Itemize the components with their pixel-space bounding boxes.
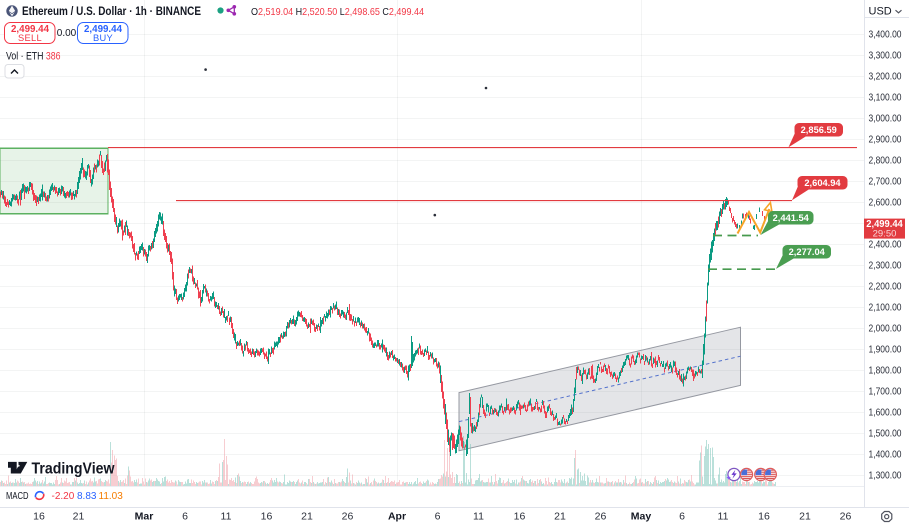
- svg-text:11.03: 11.03: [99, 491, 124, 502]
- svg-text:2,499.44: 2,499.44: [84, 23, 122, 35]
- svg-text:11: 11: [718, 511, 729, 523]
- svg-text:16: 16: [514, 511, 526, 523]
- svg-text:2,856.59: 2,856.59: [801, 125, 837, 135]
- svg-text:May: May: [631, 511, 652, 523]
- svg-text:1,800.00: 1,800.00: [869, 365, 902, 377]
- svg-text:3,100.00: 3,100.00: [869, 92, 902, 104]
- svg-text:SELL: SELL: [18, 33, 42, 43]
- svg-text:29:50: 29:50: [873, 229, 897, 240]
- svg-text:2,600.00: 2,600.00: [869, 197, 902, 209]
- svg-text:1,600.00: 1,600.00: [869, 407, 902, 419]
- svg-text:1,400.00: 1,400.00: [869, 449, 902, 461]
- svg-text:1,300.00: 1,300.00: [869, 470, 902, 482]
- svg-text:2,300.00: 2,300.00: [869, 260, 902, 272]
- svg-text:2,000.00: 2,000.00: [869, 323, 902, 335]
- svg-text:6: 6: [679, 511, 685, 523]
- svg-text:2,499.44: 2,499.44: [866, 218, 903, 230]
- svg-text:2,100.00: 2,100.00: [869, 302, 902, 314]
- svg-text:16: 16: [758, 511, 770, 523]
- svg-text:-2.20: -2.20: [52, 491, 75, 502]
- svg-text:2,700.00: 2,700.00: [869, 176, 902, 188]
- svg-text:6: 6: [182, 511, 188, 523]
- svg-text:16: 16: [33, 511, 45, 523]
- svg-text:2,277.04: 2,277.04: [789, 247, 826, 257]
- svg-text:11: 11: [473, 511, 484, 523]
- svg-text:BUY: BUY: [93, 33, 113, 43]
- svg-text:Vol · ETH 386: Vol · ETH 386: [6, 51, 61, 63]
- svg-text:26: 26: [840, 511, 852, 523]
- svg-text:2,604.94: 2,604.94: [804, 178, 841, 188]
- svg-text:11: 11: [221, 511, 232, 523]
- svg-text:2,200.00: 2,200.00: [869, 281, 902, 293]
- svg-text:3,300.00: 3,300.00: [869, 50, 902, 62]
- svg-text:3,200.00: 3,200.00: [869, 71, 902, 83]
- svg-text:16: 16: [261, 511, 273, 523]
- svg-text:0.00: 0.00: [57, 28, 77, 39]
- svg-text:Ethereum / U.S. Dollar · 1h ·: Ethereum / U.S. Dollar · 1h · BINANCE: [22, 6, 201, 18]
- svg-text:TradingView: TradingView: [32, 460, 116, 477]
- svg-text:1,700.00: 1,700.00: [869, 386, 902, 398]
- svg-text:Mar: Mar: [135, 511, 154, 523]
- svg-text:21: 21: [73, 511, 85, 523]
- svg-text:2,800.00: 2,800.00: [869, 155, 902, 167]
- svg-text:3,000.00: 3,000.00: [869, 113, 902, 125]
- svg-text:USD: USD: [869, 6, 892, 18]
- svg-text:21: 21: [799, 511, 811, 523]
- svg-text:21: 21: [301, 511, 313, 523]
- svg-text:MACD: MACD: [6, 491, 29, 502]
- svg-text:21: 21: [554, 511, 566, 523]
- svg-text:26: 26: [595, 511, 607, 523]
- svg-text:6: 6: [435, 511, 441, 523]
- svg-text:1,500.00: 1,500.00: [869, 428, 902, 440]
- svg-text:26: 26: [342, 511, 354, 523]
- svg-text:2,441.54: 2,441.54: [773, 213, 810, 223]
- svg-text:2,400.00: 2,400.00: [869, 239, 902, 251]
- svg-text:8.83: 8.83: [77, 491, 97, 502]
- svg-text:3,400.00: 3,400.00: [869, 29, 902, 41]
- svg-text:2,900.00: 2,900.00: [869, 134, 902, 146]
- svg-text:2,499.44: 2,499.44: [11, 23, 49, 35]
- svg-text:O2,519.04 H2,520.50 L2,498.65: O2,519.04 H2,520.50 L2,498.65 C2,499.44: [251, 6, 424, 18]
- svg-text:1,900.00: 1,900.00: [869, 344, 902, 356]
- svg-text:Apr: Apr: [388, 511, 406, 523]
